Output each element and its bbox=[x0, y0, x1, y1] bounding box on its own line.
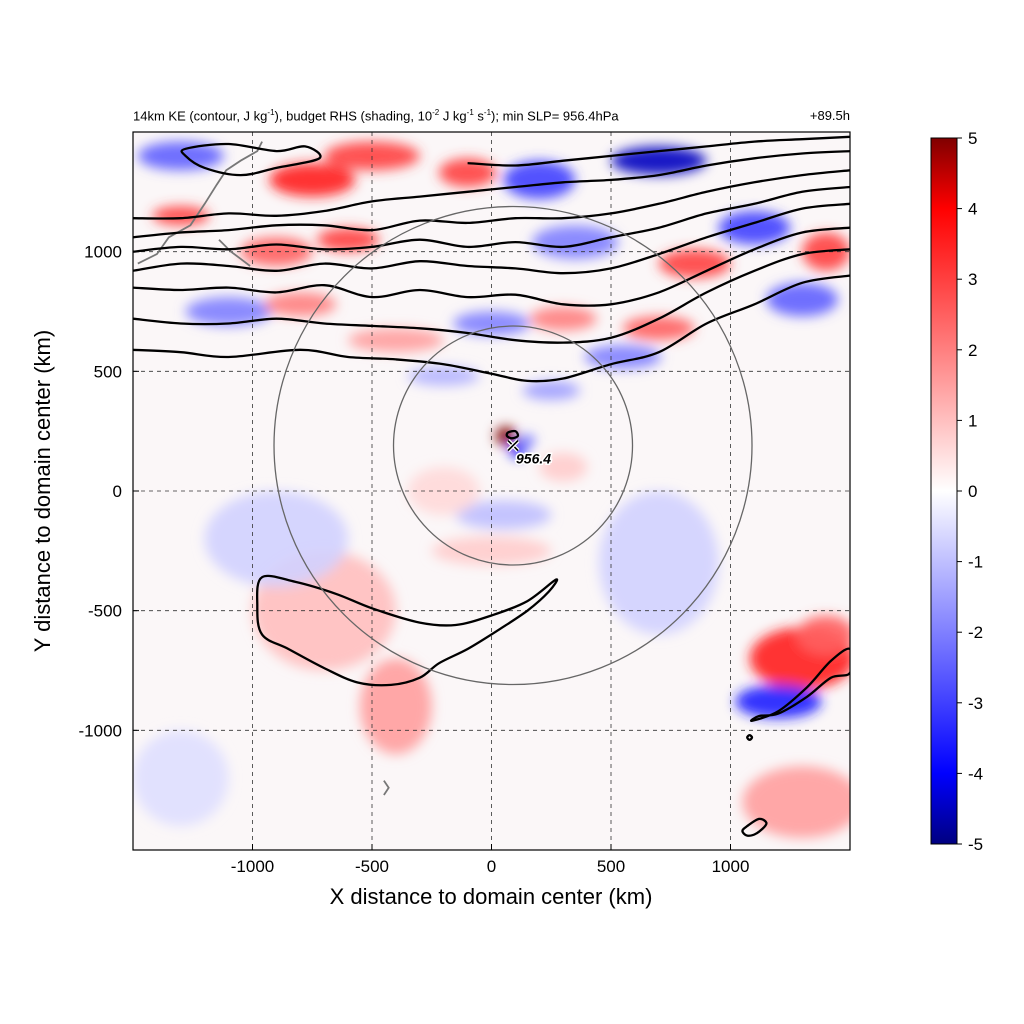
shading-cell bbox=[622, 316, 695, 341]
colorbar-ticks: -5 -4 -3 -2 -1 0 1 2 3 4 5 bbox=[957, 129, 983, 854]
min-slp-label: 956.4 bbox=[516, 451, 551, 467]
ke-contour-5 bbox=[133, 185, 850, 253]
shading-cell bbox=[348, 328, 444, 353]
forecast-hour-label: +89.5h bbox=[809, 108, 850, 123]
x-tick-label: 0 bbox=[487, 857, 496, 876]
shading-cell bbox=[520, 434, 535, 447]
shading-cell bbox=[133, 730, 229, 826]
ke-contour-eye bbox=[505, 429, 520, 440]
shading-cell bbox=[407, 467, 480, 515]
colorbar-tick-label: 2 bbox=[968, 341, 977, 360]
shading-cell bbox=[264, 292, 337, 317]
y-tick-label: 1000 bbox=[84, 243, 122, 262]
range-circle bbox=[273, 205, 753, 686]
x-tick-label: 1000 bbox=[712, 857, 750, 876]
title-part: s bbox=[473, 108, 484, 124]
shading-cell bbox=[529, 306, 597, 331]
shading-cell bbox=[152, 206, 210, 226]
shading-cell bbox=[718, 211, 791, 245]
colorbar-tick-label: -1 bbox=[968, 553, 983, 572]
colorbar-tick-label: 0 bbox=[968, 482, 977, 501]
y-tick-label: -1000 bbox=[79, 721, 122, 740]
shading-cell bbox=[269, 163, 356, 197]
shading-cell bbox=[324, 141, 420, 171]
colorbar-tick-label: -4 bbox=[968, 764, 983, 783]
land-nw bbox=[137, 141, 263, 265]
colorbar-tick-label: -2 bbox=[968, 623, 983, 642]
colorbar-tick-label: 5 bbox=[968, 129, 977, 148]
shading-cell bbox=[240, 237, 313, 267]
ke-contour-8 bbox=[467, 135, 850, 167]
y-axis: -1000 -500 0 500 1000 bbox=[79, 243, 139, 740]
ke-contour-se-ring bbox=[750, 647, 850, 723]
shading-cell bbox=[503, 160, 576, 199]
colorbar-tick-label: 3 bbox=[968, 270, 977, 289]
shading-cell bbox=[317, 227, 380, 252]
x-tick-label: -1000 bbox=[231, 857, 274, 876]
land-islands-s bbox=[383, 780, 390, 796]
y-tick-label: -500 bbox=[88, 602, 122, 621]
shading-cell bbox=[539, 452, 588, 482]
storm-center: 956.4 bbox=[506, 439, 553, 468]
x-axis-title: X distance to domain center (km) bbox=[329, 884, 653, 909]
x-tick-label: -500 bbox=[355, 857, 389, 876]
shading-cell bbox=[599, 491, 719, 635]
range-circle bbox=[392, 325, 634, 566]
ke-contour-6 bbox=[133, 169, 850, 239]
shading-cell bbox=[766, 282, 839, 317]
shading-cell bbox=[532, 225, 619, 259]
shading-cell bbox=[797, 615, 850, 654]
shading-layer bbox=[133, 141, 850, 838]
ke-contour-2 bbox=[133, 248, 850, 344]
y-axis-title: Y distance to domain center (km) bbox=[30, 329, 55, 653]
x-axis: -1000 -500 0 500 1000 bbox=[231, 844, 750, 876]
ke-contour-se-inner bbox=[746, 733, 754, 742]
ke-contour-1 bbox=[133, 274, 850, 383]
title-part: ), budget RHS (shading, 10 bbox=[274, 108, 433, 124]
title-part: ); min SLP= 956.4hPa bbox=[491, 108, 619, 124]
colorbar bbox=[930, 137, 958, 845]
title-sup: -2 bbox=[432, 108, 440, 117]
shading-cell bbox=[455, 500, 552, 530]
chart-title: 14km KE (contour, J kg-1), budget RHS (s… bbox=[133, 108, 619, 123]
shading-cell bbox=[742, 766, 850, 838]
shading-cell bbox=[522, 380, 580, 401]
shading-cell bbox=[185, 297, 272, 326]
colorbar-tick-label: -5 bbox=[968, 835, 983, 854]
ke-contour-4 bbox=[133, 202, 850, 275]
shading-cell bbox=[204, 491, 349, 587]
ke-contour-9 bbox=[180, 142, 322, 177]
title-part: J kg bbox=[439, 108, 467, 124]
title-sup: -1 bbox=[483, 108, 492, 117]
x-tick-label: 500 bbox=[597, 857, 625, 876]
ke-contours bbox=[133, 135, 850, 837]
ke-contour-se-bottom bbox=[741, 817, 768, 837]
ke-contour-3 bbox=[133, 226, 850, 307]
shading-cell bbox=[137, 141, 224, 171]
ke-contour-7 bbox=[133, 149, 850, 220]
land-nw-2 bbox=[218, 239, 251, 267]
y-tick-label: 500 bbox=[94, 362, 122, 381]
title-part: 14km KE (contour, J kg bbox=[133, 108, 268, 124]
colorbar-tick-label: -3 bbox=[968, 694, 983, 713]
colorbar-tick-label: 1 bbox=[968, 411, 977, 430]
colorbar-tick-label: 4 bbox=[968, 200, 977, 219]
shading-cell bbox=[360, 658, 432, 755]
shading-cell bbox=[438, 158, 497, 188]
ke-contour-south-band bbox=[255, 574, 559, 687]
title-sup: -1 bbox=[466, 108, 474, 117]
land-layer bbox=[137, 141, 390, 796]
shading-cell bbox=[584, 345, 662, 369]
range-circles bbox=[273, 205, 753, 686]
shading-cell bbox=[453, 311, 530, 336]
storm-marker bbox=[507, 439, 519, 452]
y-tick-label: 0 bbox=[113, 482, 122, 501]
title-sup: -1 bbox=[267, 108, 275, 117]
